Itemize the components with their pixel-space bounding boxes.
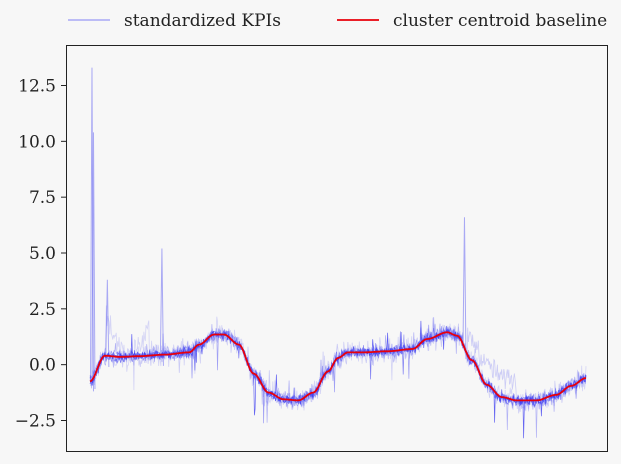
kpi-trace — [89, 317, 587, 438]
kpi-spike — [105, 279, 110, 367]
kpi-spike — [159, 248, 164, 366]
y-tick-label: 0.0 — [29, 356, 56, 376]
y-tick-label: 10.0 — [18, 132, 56, 152]
kpi-spike — [91, 132, 96, 390]
kpi-trace — [89, 324, 587, 424]
y-axis: −2.5 0.0 2.5 5.0 7.5 10.0 12.5 — [15, 77, 67, 432]
kpi-spike — [89, 67, 94, 392]
centroid-baseline-line — [89, 331, 587, 402]
y-tick-label: −2.5 — [15, 412, 56, 432]
y-tick-label: 2.5 — [29, 300, 56, 320]
legend: standardized KPIs cluster centroid basel… — [68, 11, 607, 31]
baseline-series-layer — [89, 331, 587, 402]
kpi-trace — [89, 323, 587, 414]
y-tick-label: 5.0 — [29, 244, 56, 264]
y-tick-label: 12.5 — [18, 77, 56, 97]
legend-label-centroid: cluster centroid baseline — [393, 11, 607, 31]
legend-label-standardized-kpis: standardized KPIs — [124, 11, 281, 31]
y-tick-label: 7.5 — [29, 188, 56, 208]
kpi-spike — [462, 217, 467, 360]
kpi-series-layer — [89, 67, 587, 439]
plot-area — [66, 45, 608, 452]
